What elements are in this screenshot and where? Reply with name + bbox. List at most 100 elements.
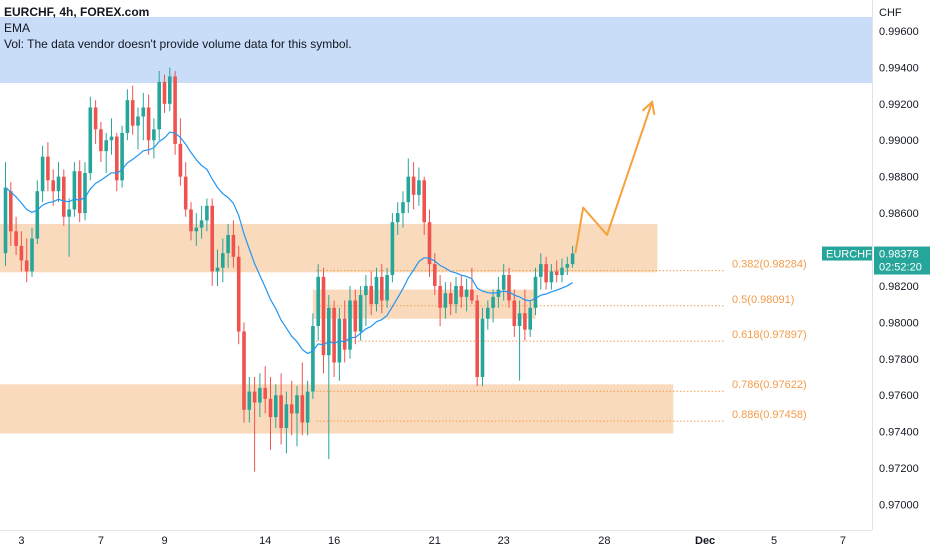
candle[interactable] — [19, 245, 24, 261]
candle[interactable] — [205, 205, 209, 221]
candle[interactable] — [236, 256, 241, 332]
candle[interactable] — [321, 276, 326, 356]
candle[interactable] — [14, 231, 18, 246]
zone-1[interactable] — [0, 224, 658, 273]
candle[interactable] — [152, 129, 156, 141]
candle[interactable] — [560, 267, 564, 276]
candle[interactable] — [427, 222, 432, 265]
candle[interactable] — [486, 307, 490, 319]
candle[interactable] — [62, 176, 66, 217]
price-axis[interactable]: 0.99600 0.99400 0.99200 0.99000 0.98800 0.986… — [879, 26, 919, 512]
candle[interactable] — [358, 295, 363, 332]
candle[interactable] — [226, 234, 230, 254]
candle[interactable] — [528, 307, 532, 330]
candle[interactable] — [67, 209, 71, 217]
candle[interactable] — [115, 136, 119, 181]
candle[interactable] — [46, 156, 50, 181]
candle[interactable] — [258, 387, 262, 403]
candle[interactable] — [464, 289, 469, 297]
candle[interactable] — [284, 404, 289, 429]
candle[interactable] — [385, 275, 389, 301]
candle[interactable] — [104, 140, 108, 152]
candle[interactable] — [448, 293, 453, 305]
candle[interactable] — [523, 313, 527, 330]
candle[interactable] — [173, 76, 177, 144]
candle[interactable] — [459, 285, 464, 297]
candle[interactable] — [30, 238, 34, 272]
candle[interactable] — [475, 300, 479, 378]
candles-layer[interactable] — [3, 67, 575, 472]
candle[interactable] — [178, 143, 183, 177]
candle[interactable] — [470, 289, 474, 301]
candle[interactable] — [300, 395, 305, 423]
candle[interactable] — [533, 276, 538, 308]
candle[interactable] — [189, 209, 193, 232]
candle[interactable] — [480, 318, 485, 378]
candle[interactable] — [289, 404, 294, 414]
candle[interactable] — [332, 307, 336, 363]
candle[interactable] — [120, 132, 124, 181]
candle[interactable] — [93, 107, 98, 130]
zone-2[interactable] — [312, 289, 536, 319]
candle[interactable] — [72, 171, 77, 210]
candle[interactable] — [210, 205, 214, 272]
candle[interactable] — [99, 129, 103, 152]
candle[interactable] — [252, 391, 257, 403]
time-axis[interactable]: 3 7 9 14 16 21 23 28 Dec 5 7 — [18, 535, 846, 547]
candle[interactable] — [125, 100, 130, 133]
candle[interactable] — [40, 156, 45, 192]
candle[interactable] — [395, 213, 400, 223]
candle[interactable] — [417, 180, 421, 195]
candle[interactable] — [279, 395, 283, 429]
candle[interactable] — [316, 276, 320, 327]
candle[interactable] — [411, 176, 416, 195]
candle[interactable] — [274, 395, 278, 418]
candle[interactable] — [364, 285, 368, 296]
candle[interactable] — [9, 191, 13, 232]
candle[interactable] — [342, 318, 347, 350]
candle[interactable] — [544, 264, 548, 283]
candle[interactable] — [380, 276, 384, 301]
candle[interactable] — [390, 222, 395, 276]
candle[interactable] — [24, 260, 29, 272]
candle[interactable] — [56, 176, 61, 192]
candle[interactable] — [433, 264, 437, 286]
candle[interactable] — [406, 176, 411, 203]
candle[interactable] — [168, 76, 172, 104]
candle[interactable] — [565, 264, 570, 268]
candle[interactable] — [221, 253, 225, 268]
candle[interactable] — [517, 313, 522, 327]
candle[interactable] — [3, 187, 8, 254]
candle[interactable] — [443, 293, 448, 308]
candle[interactable] — [247, 391, 252, 410]
candle[interactable] — [183, 176, 188, 210]
candle[interactable] — [295, 395, 299, 414]
candle[interactable] — [51, 180, 55, 192]
candle[interactable] — [130, 100, 135, 126]
candle[interactable] — [539, 264, 543, 277]
candle[interactable] — [554, 271, 559, 276]
candle[interactable] — [549, 271, 554, 283]
candle[interactable] — [327, 307, 331, 356]
candle[interactable] — [88, 107, 93, 174]
zone-3[interactable] — [0, 384, 674, 434]
candle[interactable] — [422, 180, 426, 223]
candle[interactable] — [136, 116, 140, 126]
candle[interactable] — [353, 300, 358, 332]
candle[interactable] — [305, 391, 310, 423]
candle[interactable] — [348, 300, 352, 350]
candle[interactable] — [199, 220, 204, 228]
candle[interactable] — [141, 107, 146, 117]
candle[interactable] — [109, 136, 114, 141]
candle[interactable] — [215, 267, 220, 272]
candle[interactable] — [512, 300, 517, 327]
candle[interactable] — [231, 234, 236, 257]
candle[interactable] — [374, 276, 379, 305]
candle[interactable] — [35, 191, 40, 239]
candle[interactable] — [194, 227, 199, 232]
candle[interactable] — [263, 387, 267, 399]
candle[interactable] — [401, 202, 405, 214]
candle[interactable] — [146, 107, 151, 141]
candle[interactable] — [369, 285, 373, 305]
